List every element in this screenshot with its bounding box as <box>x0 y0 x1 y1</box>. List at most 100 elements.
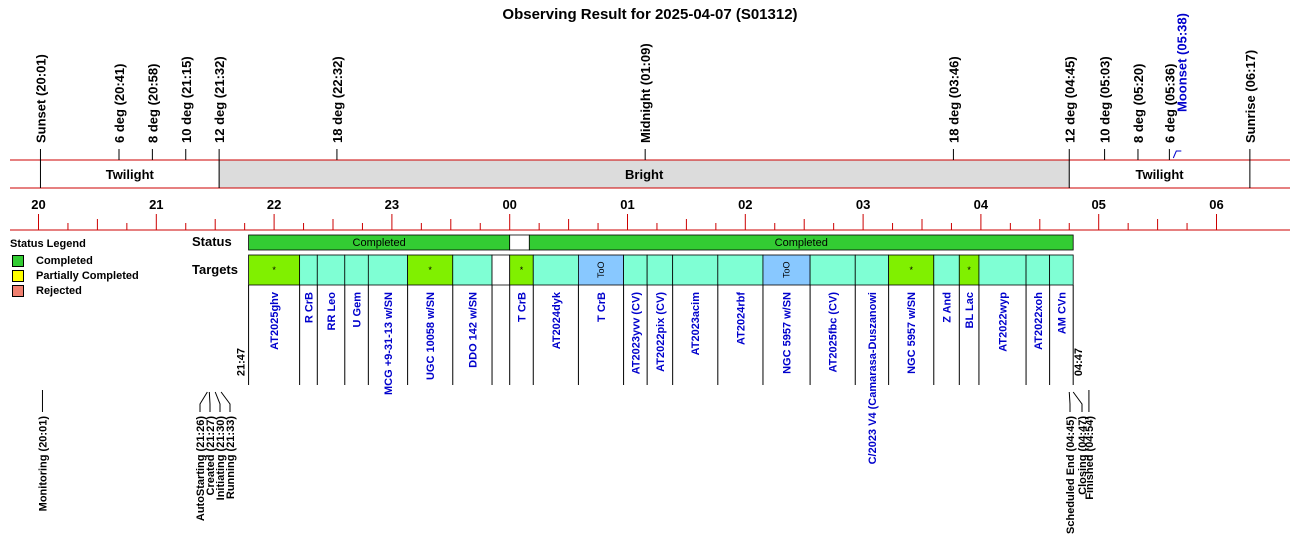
hour-label: 22 <box>267 197 281 212</box>
target-block <box>646 254 674 286</box>
bottom-event-pointer <box>1068 391 1071 412</box>
target-too-mark: ToO <box>596 261 606 278</box>
legend-swatch-partial <box>12 269 24 282</box>
target-name: BL Lac <box>964 292 976 328</box>
target-mark: * <box>967 265 971 275</box>
band-label: Twilight <box>1135 167 1184 182</box>
target-name: AT2022wyp <box>997 292 1009 352</box>
target-mark: * <box>520 265 524 275</box>
target-mark: * <box>272 265 276 275</box>
band-twilight <box>1069 160 1250 188</box>
legend-swatch-rejected <box>12 284 24 297</box>
hour-label: 00 <box>502 197 516 212</box>
target-name: RR Leo <box>326 292 338 331</box>
target-name: NGC 5957 w/SN <box>782 292 794 374</box>
status-legend: Status Legend Completed Partially Comple… <box>10 238 139 298</box>
band-label: Bright <box>625 167 664 182</box>
legend-label: Completed <box>36 254 93 267</box>
legend-item-partially-completed: Partially Completed <box>10 268 139 283</box>
bottom-event-pointer <box>208 391 211 412</box>
top-event-label: 10 deg (05:03) <box>1098 56 1113 143</box>
bottom-event-pointer <box>214 391 221 412</box>
bottom-event-label: Running (21:33) <box>225 416 237 499</box>
target-name: R CrB <box>303 292 315 323</box>
hour-label: 02 <box>738 197 752 212</box>
legend-item-completed: Completed <box>10 253 139 268</box>
bottom-event-pointer <box>1072 391 1083 412</box>
top-event-label: Sunrise (06:17) <box>1243 50 1258 143</box>
target-block <box>809 254 856 286</box>
hour-label: 06 <box>1209 197 1223 212</box>
target-name: AT2025ghv <box>269 291 281 350</box>
hour-label: 23 <box>385 197 399 212</box>
hour-label: 03 <box>856 197 870 212</box>
status-segment-label: Completed <box>353 237 406 249</box>
hour-label: 01 <box>620 197 634 212</box>
top-event-label: 6 deg (05:36) <box>1162 64 1177 143</box>
target-block <box>717 254 764 286</box>
target-mark: * <box>428 265 432 275</box>
target-name: AM CVn <box>1056 292 1068 334</box>
target-name: AT2023yvv (CV) <box>630 292 642 375</box>
bottom-event-label: Monitoring (20:01) <box>37 416 49 512</box>
range-start-label: 21:47 <box>236 348 248 376</box>
hour-label: 05 <box>1091 197 1105 212</box>
status-segment <box>528 234 1074 251</box>
target-name: UGC 10058 w/SN <box>425 292 437 380</box>
target-block <box>1025 254 1051 286</box>
target-name: U Gem <box>352 292 364 328</box>
range-end-label: 04:47 <box>1073 348 1085 376</box>
target-name: T CrB <box>516 292 528 322</box>
top-event-label: Sunset (20:01) <box>33 54 48 143</box>
top-event-label: 18 deg (03:46) <box>946 56 961 143</box>
status-row-label: Status <box>192 234 232 249</box>
legend-item-rejected: Rejected <box>10 283 139 298</box>
hour-label: 04 <box>974 197 989 212</box>
bottom-event-label: Closing (04:47) <box>1077 416 1089 495</box>
bottom-event-label: Initiating (21:30) <box>215 416 227 501</box>
target-block <box>762 254 811 286</box>
target-block <box>452 254 493 286</box>
target-block <box>978 254 1027 286</box>
band-bright <box>218 159 1070 189</box>
target-block <box>491 254 511 286</box>
target-name: AT2022xoh <box>1033 292 1045 350</box>
top-event-label: 10 deg (21:15) <box>179 56 194 143</box>
target-name: Z And <box>942 292 954 323</box>
target-block <box>344 254 369 286</box>
bottom-event-label: Finished (04:54) <box>1084 416 1096 500</box>
moonset-pointer <box>1172 150 1182 159</box>
target-block <box>299 254 318 286</box>
target-block <box>532 254 579 286</box>
band-label: Twilight <box>106 167 155 182</box>
top-event-label: Midnight (01:09) <box>638 43 653 143</box>
legend-label: Rejected <box>36 284 82 297</box>
legend-label: Partially Completed <box>36 269 139 282</box>
bottom-event-label: Scheduled End (04:45) <box>1065 416 1077 534</box>
target-name: AT2025fbc (CV) <box>828 292 840 373</box>
top-event-label: 6 deg (20:41) <box>112 64 127 143</box>
band-twilight <box>40 160 220 188</box>
bottom-event-pointer <box>199 391 208 412</box>
target-name: C/2023 V4 (Camarasa-Duszanowi <box>867 292 879 464</box>
status-segment <box>509 234 530 251</box>
target-name: MCG +9-31-13 w/SN <box>383 292 395 395</box>
target-block <box>933 254 960 286</box>
page-title: Observing Result for 2025-04-07 (S01312) <box>502 6 798 23</box>
target-too-mark: ToO <box>782 261 792 278</box>
bottom-event-label: Created (21:27) <box>205 416 217 496</box>
target-block <box>1049 254 1074 286</box>
target-name: AT2022pix (CV) <box>655 292 667 372</box>
target-name: AT2024rbf <box>735 292 747 345</box>
legend-title: Status Legend <box>10 238 86 250</box>
top-event-label: 8 deg (05:20) <box>1131 64 1146 143</box>
target-block <box>623 254 648 286</box>
bottom-event-label: AutoStarting (21:26) <box>195 416 207 521</box>
target-block <box>578 254 624 286</box>
target-block <box>672 254 719 286</box>
target-name: AT2023acim <box>690 292 702 356</box>
hour-label: 21 <box>149 197 163 212</box>
target-mark: * <box>909 265 913 275</box>
hour-label: 20 <box>31 197 45 212</box>
